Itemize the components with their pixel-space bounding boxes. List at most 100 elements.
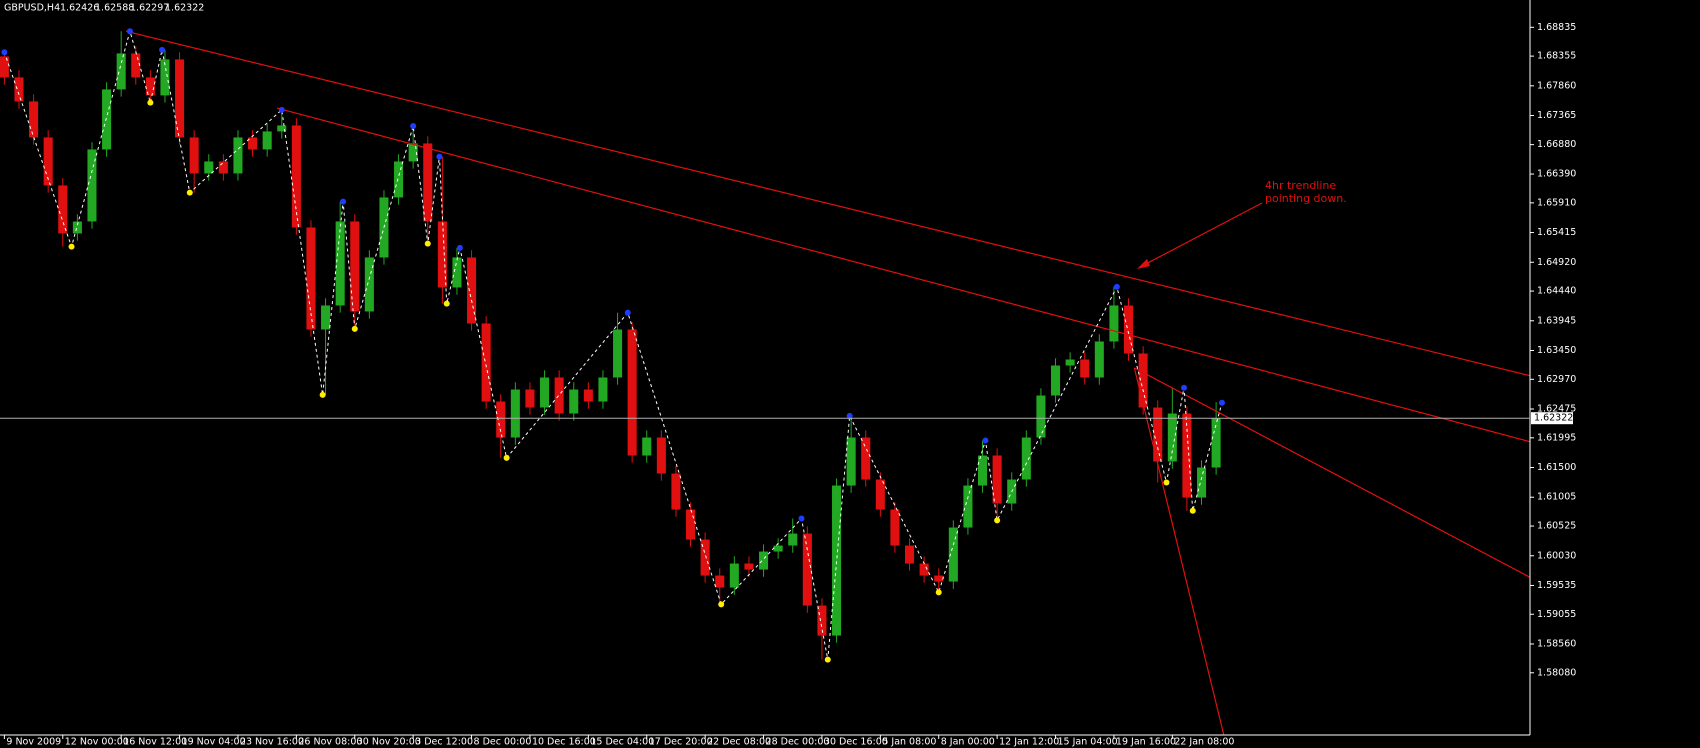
candle-body xyxy=(613,329,623,378)
candle-body xyxy=(832,485,842,636)
x-tick-label: 9 Nov 2009 xyxy=(6,737,61,748)
candle-body xyxy=(1109,305,1119,342)
y-tick-label: 1.67860 xyxy=(1537,80,1576,91)
zigzag-low xyxy=(351,325,358,332)
annotation-line: 4hr trendline xyxy=(1265,179,1336,192)
bid-label: 1.62322 xyxy=(1534,413,1573,424)
zigzag-high xyxy=(1218,399,1225,406)
zigzag-low xyxy=(718,601,725,608)
zigzag-high xyxy=(410,123,417,130)
y-tick-label: 1.60525 xyxy=(1537,521,1576,532)
y-tick-label: 1.65910 xyxy=(1537,197,1576,208)
candle-body xyxy=(350,221,360,312)
x-tick-label: 26 Nov 08:00 xyxy=(298,737,362,748)
x-tick-label: 10 Dec 16:00 xyxy=(532,737,596,748)
zigzag-low xyxy=(1189,507,1196,514)
x-tick-label: 3 Dec 12:00 xyxy=(415,737,473,748)
candle-body xyxy=(189,137,199,174)
zigzag-high xyxy=(1,49,8,56)
candle-body xyxy=(364,257,374,312)
candle-body xyxy=(773,545,783,552)
candle-body xyxy=(1123,305,1134,354)
candle-body xyxy=(510,389,520,438)
candle-body xyxy=(437,221,447,288)
candle-body xyxy=(218,161,228,174)
y-tick-label: 1.66880 xyxy=(1537,139,1576,150)
candle-body xyxy=(875,479,885,510)
candle-body xyxy=(262,131,272,150)
x-tick-label: 17 Dec 20:00 xyxy=(649,737,713,748)
candle-body xyxy=(919,563,929,576)
candle-body xyxy=(481,323,491,402)
zigzag-low xyxy=(443,300,450,307)
y-tick-label: 1.68835 xyxy=(1537,22,1576,33)
zigzag-low xyxy=(147,99,154,106)
x-tick-label: 30 Dec 16:00 xyxy=(824,737,888,748)
zigzag-low xyxy=(424,240,431,247)
annotation-arrowhead xyxy=(1137,259,1150,269)
candle-body xyxy=(1211,418,1221,468)
candle-body xyxy=(802,533,812,606)
trendline xyxy=(1134,367,1530,578)
candle-body xyxy=(1167,413,1177,462)
annotation-line: pointing down. xyxy=(1265,192,1347,205)
y-tick-label: 1.67365 xyxy=(1537,110,1576,121)
candle-body xyxy=(1036,395,1046,438)
y-tick-label: 1.61005 xyxy=(1537,492,1576,503)
zigzag-high xyxy=(456,244,463,251)
zigzag-high xyxy=(846,412,853,419)
candle-body xyxy=(145,77,155,96)
candle-body xyxy=(175,59,185,138)
x-tick-label: 8 Jan 00:00 xyxy=(941,737,995,748)
candle-body xyxy=(1021,437,1031,480)
candle-body xyxy=(321,305,331,330)
candle-body xyxy=(160,59,170,96)
candle-body xyxy=(72,221,82,234)
close-label: 1.62322 xyxy=(165,3,204,14)
candle-body xyxy=(978,455,988,486)
y-tick-label: 1.64920 xyxy=(1537,257,1576,268)
candle-body xyxy=(1153,407,1163,462)
candle-body xyxy=(583,389,593,402)
y-tick-label: 1.59535 xyxy=(1537,580,1576,591)
x-tick-label: 22 Dec 08:00 xyxy=(707,737,771,748)
candle-body xyxy=(1196,467,1207,498)
zigzag-low xyxy=(68,243,75,250)
candle-body xyxy=(452,257,462,288)
x-tick-label: 30 Nov 20:00 xyxy=(357,737,421,748)
zigzag-high xyxy=(1180,384,1187,391)
candle-body xyxy=(700,539,710,576)
low-label: 1.62297 xyxy=(130,3,169,14)
trendline xyxy=(125,30,1530,377)
y-tick-label: 1.61995 xyxy=(1537,432,1576,443)
candle-body xyxy=(1138,353,1148,408)
candle-body xyxy=(248,137,258,150)
y-tick-label: 1.66390 xyxy=(1537,169,1576,180)
candle-body xyxy=(759,551,769,570)
candle-body xyxy=(627,329,637,456)
candle-body xyxy=(525,389,535,408)
x-tick-label: 15 Jan 04:00 xyxy=(1058,737,1118,748)
candle-body xyxy=(861,437,871,480)
candle-body xyxy=(116,53,126,90)
candle-body xyxy=(408,143,418,162)
zigzag-high xyxy=(436,153,443,160)
y-tick-label: 1.58080 xyxy=(1537,667,1576,678)
zigzag-high xyxy=(159,46,166,53)
candle-body xyxy=(686,509,696,540)
y-tick-label: 1.61500 xyxy=(1537,462,1576,473)
candle-body xyxy=(102,89,112,150)
x-tick-label: 12 Jan 12:00 xyxy=(999,737,1059,748)
y-tick-label: 1.59055 xyxy=(1537,609,1576,620)
symbol-label: GBPUSD,H4 xyxy=(4,3,60,14)
candle-body xyxy=(992,455,1002,504)
candle-body xyxy=(1094,341,1104,378)
candle-body xyxy=(948,527,958,582)
candle-body xyxy=(554,377,564,414)
zigzag-low xyxy=(186,189,193,196)
y-tick-label: 1.58560 xyxy=(1537,638,1576,649)
y-tick-label: 1.68355 xyxy=(1537,51,1576,62)
candle-body xyxy=(291,125,301,228)
